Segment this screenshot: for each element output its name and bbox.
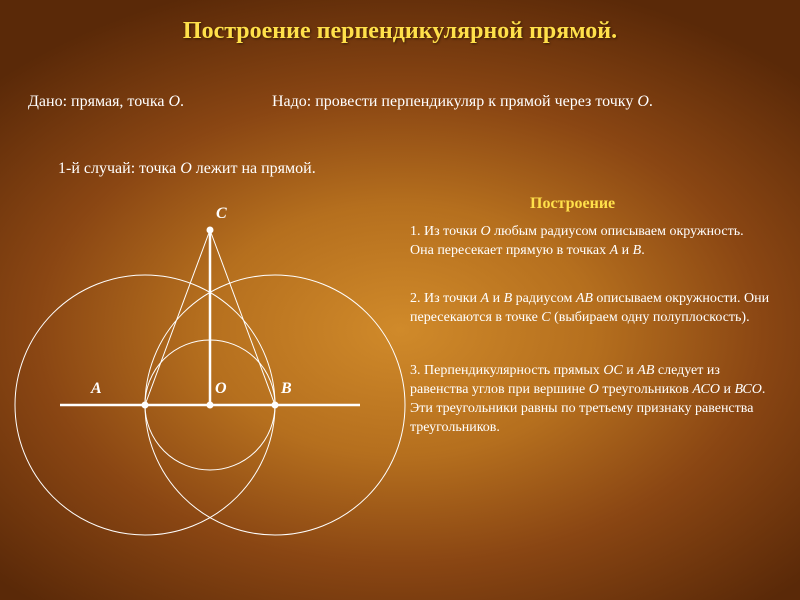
step-1: 1. Из точки О любым радиусом описываем о… (410, 223, 770, 261)
point-b (272, 402, 279, 409)
point-o (207, 402, 214, 409)
case-1-text: 1-й случай: точка О лежит на прямой. (58, 160, 316, 178)
slide-title: Построение перпендикулярной прямой. (0, 18, 800, 45)
label-a: А (91, 380, 102, 398)
step-3: 3. Перпендикулярность прямых ОС и АВ сле… (410, 362, 770, 438)
point-c (207, 227, 214, 234)
slide: Построение перпендикулярной прямой. Дано… (0, 0, 800, 600)
label-c: С (216, 205, 227, 223)
construction-heading: Построение (530, 195, 615, 213)
label-o: О (215, 380, 227, 398)
step-2: 2. Из точки А и В радиусом АВ описываем … (410, 290, 770, 328)
point-a (142, 402, 149, 409)
label-b: В (281, 380, 292, 398)
geometry-diagram: А О В С (0, 190, 420, 590)
given-text: Дано: прямая, точка О. (28, 93, 184, 111)
need-text: Надо: провести перпендикуляр к прямой че… (272, 93, 653, 111)
